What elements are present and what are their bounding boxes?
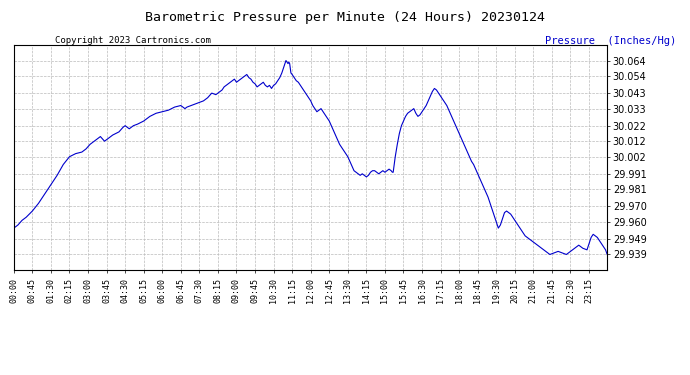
Text: Copyright 2023 Cartronics.com: Copyright 2023 Cartronics.com (55, 36, 211, 45)
Text: Pressure  (Inches/Hg): Pressure (Inches/Hg) (545, 36, 676, 46)
Text: Barometric Pressure per Minute (24 Hours) 20230124: Barometric Pressure per Minute (24 Hours… (145, 11, 545, 24)
